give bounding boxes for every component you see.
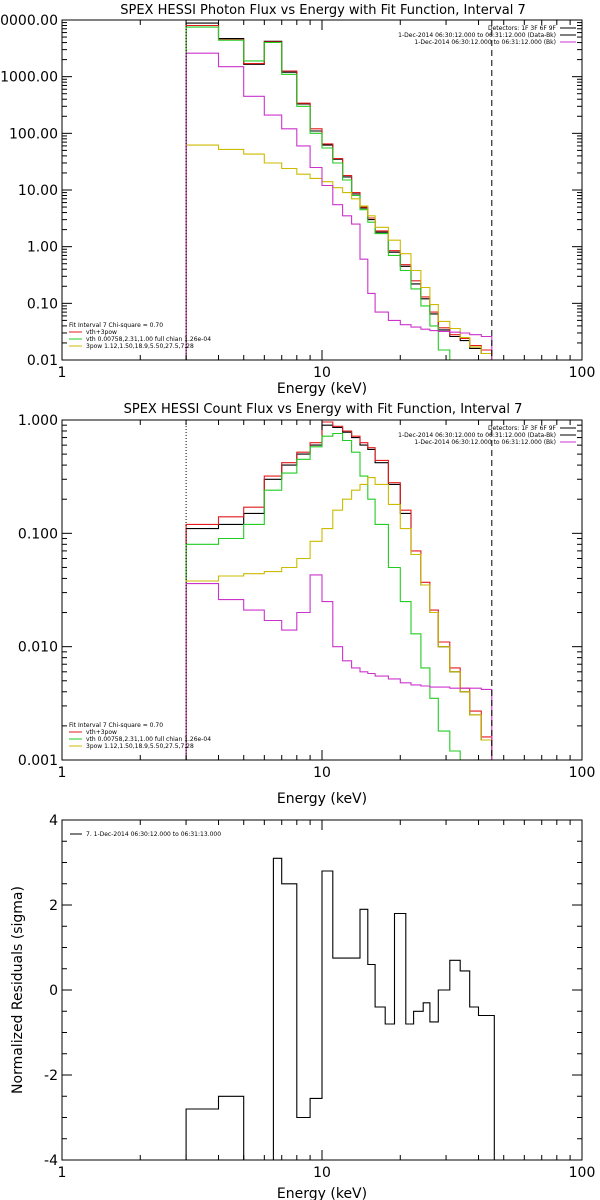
count-chart-title: SPEX HESSI Count Flux vs Energy with Fit…	[124, 402, 523, 417]
photon-legend-tr-text: 1-Dec-2014 06:30:12.000 to 06:31:12.000 …	[398, 32, 556, 39]
photon-plot-frame	[61, 19, 583, 361]
photon-chart-title: SPEX HESSI Photon Flux vs Energy with Fi…	[120, 3, 526, 18]
count-marker-lines	[185, 420, 493, 760]
count-series-3-line	[185, 477, 493, 760]
photon-y-tick-label: 0.10	[27, 296, 58, 312]
resid-x-tick-label: 100	[569, 1165, 596, 1181]
photon-legend-tr-text: 1-Dec-2014 06:30:12.000 to 06:31:12.000 …	[414, 39, 556, 46]
photon-series-3-line	[185, 144, 493, 360]
resid-y-tick-label: -2	[44, 1068, 58, 1084]
count-x-tick-label: 1	[58, 765, 67, 781]
photon-legend-bl-text: 3pow 1.12,1.50,18.9,5.50,27.5,7.28	[86, 343, 194, 350]
photon-legend-bl-text: vth+3pow	[86, 329, 117, 336]
count-legend-tr-text: 1-Dec-2014 06:30:12.000 to 06:31:12.000 …	[414, 439, 556, 446]
photon-legend-bl-text: Fit Interval 7 Chi-square = 0.70	[69, 322, 163, 329]
resid-y-tick-label: 4	[49, 813, 58, 829]
count-legend-bl-text: vth 0.00758,2.31,1.00 full chian 1.26e-0…	[86, 736, 211, 743]
photon-x-axis-label: Energy (keV)	[277, 381, 367, 397]
count-series-2-line	[185, 432, 492, 761]
resid-x-tick-label: 1	[58, 1165, 67, 1181]
photon-flux-panel: SPEX HESSI Photon Flux vs Energy with Fi…	[0, 3, 595, 397]
residuals-panel: 1 10 100 -4 -2 0 2 4 Energy (keV) Normalized Re…	[10, 813, 595, 1200]
photon-legend-top-right: Detectors: 1F 3F 6F 9F1-Dec-2014 06:30:1…	[398, 25, 576, 46]
resid-series-0-line	[185, 857, 495, 1161]
photon-x-tick-label: 10	[313, 365, 331, 381]
photon-legend-bl-text: vth 0.00758,2.31,1.00 full chian 1.26e-0…	[86, 336, 211, 343]
count-y-tick-label: 0.010	[18, 640, 58, 656]
photon-series-1-line	[185, 24, 493, 360]
count-y-tick-label: 1.000	[18, 413, 58, 429]
resid-y-tick-label: 0	[49, 983, 58, 999]
photon-y-tick-label: 0.01	[27, 353, 58, 369]
residual-x-axis-label: Energy (keV)	[277, 1186, 367, 1200]
count-flux-panel: SPEX HESSI Count Flux vs Energy with Fit…	[18, 402, 595, 807]
count-x-tick-label: 100	[569, 765, 596, 781]
photon-series-2-line	[185, 26, 492, 361]
residual-legend-top-left: 7. 1-Dec-2014 06:30:12.000 to 06:31:13.0…	[70, 831, 221, 838]
count-y-tick-label: 0.001	[18, 753, 58, 769]
photon-axis-ticks: 1 10 100 0.01 0.10 1.00 10.00 100.00 1000.00 1000…	[0, 13, 595, 381]
photon-y-tick-label: 1.00	[27, 240, 58, 256]
photon-x-tick-label: 1	[58, 365, 67, 381]
photon-legend-bottom-left: Fit Interval 7 Chi-square = 0.70vth+3pow…	[69, 322, 211, 350]
residual-series-group	[185, 857, 495, 1161]
resid-legend-tl-text: 7. 1-Dec-2014 06:30:12.000 to 06:31:13.0…	[86, 831, 221, 838]
count-legend-bl-text: 3pow 1.12,1.50,18.9,5.50,27.5,7.28	[86, 743, 194, 750]
count-series-4-line	[185, 574, 493, 760]
count-x-tick-label: 10	[313, 765, 331, 781]
photon-x-tick-label: 100	[569, 365, 596, 381]
count-legend-bl-text: vth+3pow	[86, 729, 117, 736]
photon-y-tick-label: 100.00	[9, 126, 58, 142]
resid-y-tick-label: -4	[44, 1153, 58, 1169]
count-legend-bottom-left: Fit Interval 7 Chi-square = 0.70vth+3pow…	[69, 722, 211, 750]
photon-marker-lines	[185, 20, 493, 360]
photon-legend-tr-text: Detectors: 1F 3F 6F 9F	[488, 25, 557, 32]
residual-axis-ticks: 1 10 100 -4 -2 0 2 4	[44, 813, 595, 1181]
photon-series-group	[185, 22, 493, 361]
count-y-tick-label: 0.100	[18, 526, 58, 542]
photon-y-tick-label: 1000.00	[0, 70, 58, 86]
count-series-1-line	[185, 421, 493, 760]
photon-series-0-line	[185, 22, 493, 360]
photon-y-tick-label: 10.00	[18, 183, 58, 199]
count-series-0-line	[185, 424, 493, 760]
count-axis-ticks: 1 10 100 0.001 0.010 0.100 1.000	[18, 413, 595, 781]
resid-y-tick-label: 2	[49, 898, 58, 914]
residual-y-axis-label: Normalized Residuals (sigma)	[10, 886, 26, 1094]
count-x-axis-label: Energy (keV)	[277, 791, 367, 807]
count-legend-top-right: Detectors: 1F 3F 6F 9F1-Dec-2014 06:30:1…	[398, 425, 576, 446]
photon-y-tick-label: 10000.00	[0, 13, 58, 29]
count-legend-tr-text: 1-Dec-2014 06:30:12.000 to 06:31:12.000 …	[398, 432, 556, 439]
count-series-group	[185, 421, 493, 761]
photon-series-4-line	[185, 52, 493, 360]
count-legend-bl-text: Fit Interval 7 Chi-square = 0.70	[69, 722, 163, 729]
resid-x-tick-label: 10	[313, 1165, 331, 1181]
count-legend-tr-text: Detectors: 1F 3F 6F 9F	[488, 425, 557, 432]
